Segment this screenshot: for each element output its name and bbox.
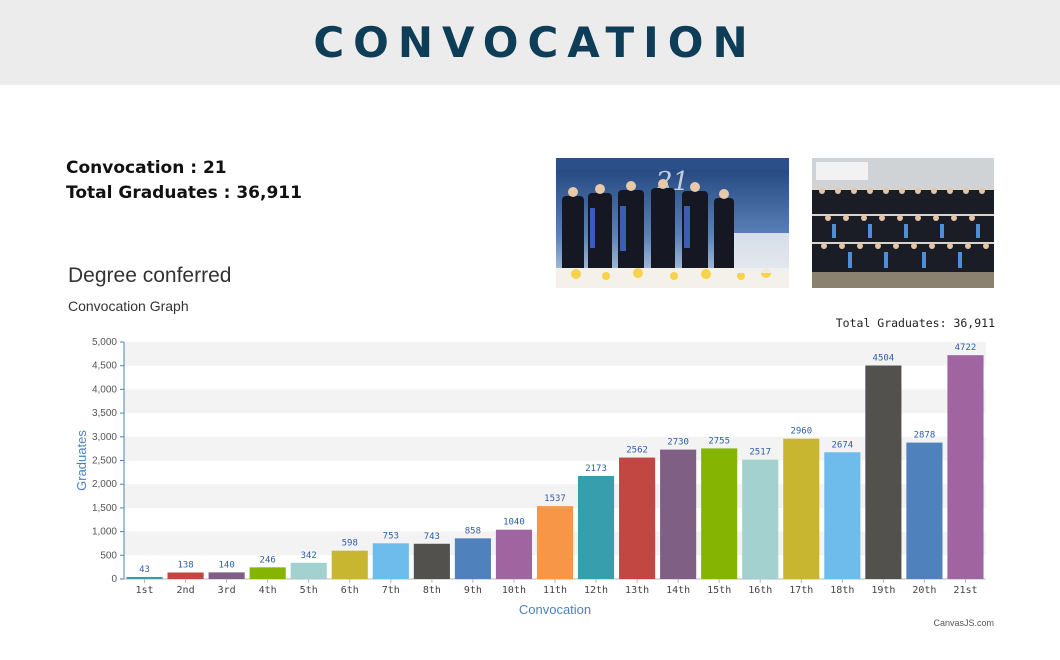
data-label: 246 [260,555,276,565]
x-tick-label: 15th [707,585,731,596]
bar [577,475,615,579]
x-tick-label: 9th [464,585,482,596]
data-label: 2878 [914,431,936,441]
x-tick-label: 3rd [218,585,236,596]
x-tick-label: 5th [300,585,318,596]
y-tick-label: 0 [111,574,117,585]
y-tick-label: 500 [100,550,117,561]
convocation-count: Convocation : 21 [66,158,227,178]
data-label: 2755 [708,436,730,446]
bar [208,572,245,579]
x-tick-label: 16th [748,585,772,596]
x-tick-label: 4th [259,585,277,596]
y-tick-label: 3,000 [92,432,117,443]
x-tick-label: 10th [502,585,526,596]
y-tick-label: 4,000 [92,384,117,395]
x-tick-label: 17th [789,585,813,596]
data-label: 858 [465,526,481,536]
photo-group [812,158,994,288]
data-label: 598 [342,539,358,549]
data-label: 2562 [626,446,648,456]
y-tick-label: 2,000 [92,479,117,490]
bar [290,562,327,579]
bar [619,457,656,579]
data-label: 43 [139,565,150,575]
bar [413,543,450,579]
chart-total-label: Total Graduates: 36,911 [835,316,995,330]
x-tick-label: 13th [625,585,649,596]
data-label: 753 [383,531,399,541]
bar [783,438,820,579]
bar [660,449,697,579]
y-tick-label: 2,500 [92,456,117,467]
chart-subtitle: Convocation Graph [68,298,189,314]
data-label: 2730 [667,438,689,448]
chart-title: Degree conferred [68,264,232,287]
grid-band [124,389,986,414]
bar [454,538,491,579]
data-label: 743 [424,532,440,542]
bar [947,355,984,579]
bar [495,529,533,579]
data-label: 2173 [585,464,607,474]
bar [701,448,738,579]
x-tick-label: 12th [584,585,608,596]
bar [536,506,574,579]
y-tick-label: 3,500 [92,408,117,419]
data-label: 4722 [955,343,977,353]
x-tick-label: 19th [871,585,895,596]
y-axis-title: Graduates [74,430,89,491]
data-label: 1040 [503,518,525,528]
x-tick-label: 1st [135,585,153,596]
bar [824,452,861,579]
y-tick-label: 1,000 [92,527,117,538]
page-banner: CONVOCATION [0,0,1060,85]
x-tick-label: 21st [953,585,977,596]
data-label: 4504 [873,354,895,364]
page-title: CONVOCATION [313,18,757,67]
photo-ceremony: 21 [556,158,789,288]
data-label: 342 [301,551,317,561]
x-tick-label: 14th [666,585,690,596]
data-label: 138 [177,560,193,570]
x-tick-label: 8th [423,585,441,596]
convocation-stats: Convocation : 21 Total Graduates : 36,91… [66,156,302,206]
data-label: 140 [218,560,234,570]
x-tick-label: 11th [543,585,567,596]
y-tick-label: 1,500 [92,503,117,514]
data-label: 2960 [790,427,812,437]
bar [906,442,943,579]
bar [167,572,204,579]
bar [865,365,902,579]
data-label: 1537 [544,494,566,504]
grid-band [124,436,986,461]
x-tick-label: 2nd [177,585,195,596]
total-graduates: Total Graduates : 36,911 [66,183,302,203]
y-tick-label: 4,500 [92,361,117,372]
x-tick-label: 18th [830,585,854,596]
bar [742,459,779,579]
x-tick-label: 7th [382,585,400,596]
bar [249,567,286,579]
grid-band [124,342,986,366]
bar [331,550,368,579]
data-label: 2674 [831,440,853,450]
x-tick-label: 6th [341,585,359,596]
bar [126,576,163,579]
data-label: 2517 [749,448,771,458]
y-tick-label: 5,000 [92,337,117,348]
bar [372,543,409,579]
x-tick-label: 20th [912,585,936,596]
x-axis-title: Convocation [519,602,591,617]
chart-credit: CanvasJS.com [933,618,994,628]
